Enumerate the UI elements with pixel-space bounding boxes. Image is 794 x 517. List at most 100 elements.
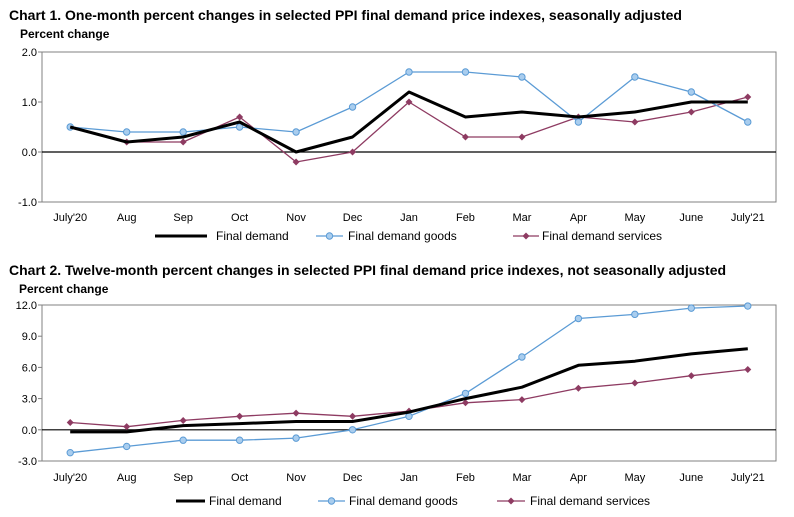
chart1-series-final-demand-line [69, 90, 748, 154]
chart1-xtick-label: July'21 [731, 212, 765, 224]
chart2-xtick-label: May [624, 472, 645, 484]
chart1-xtick-label: Feb [456, 212, 475, 224]
chart2-final-demand-services-point [179, 416, 187, 424]
chart1-xtick-label: June [679, 212, 703, 224]
chart2-final-demand-goods-point [348, 426, 357, 434]
chart2-final-demand-services-point [631, 379, 639, 387]
chart2-ytick-label: 9.0 [22, 331, 37, 343]
chart1-ytick-label: 1.0 [22, 97, 37, 109]
chart2-final-demand-services-point [236, 412, 244, 420]
chart1-final-demand-services-point [179, 138, 187, 146]
chart2-final-demand-services-point [123, 423, 131, 431]
chart1-final-demand-goods-point [235, 123, 244, 131]
chart2-series-final-demand-services-line [70, 368, 748, 428]
chart2-final-demand-goods-point [405, 412, 413, 420]
chart1-legend-final-demand-label: Final demand [216, 229, 289, 243]
chart2-xtick-label: Feb [456, 472, 475, 484]
chart2-xtick-label: July'20 [53, 472, 87, 484]
chart2-ylabel: Percent change [19, 282, 109, 296]
chart1-xtick-label: Oct [231, 212, 248, 224]
chart1-plot-frame [41, 51, 777, 203]
chart2-final-demand-services-point [461, 399, 469, 407]
chart2-final-demand-services-point [349, 412, 357, 420]
chart2-final-demand-services-point [405, 407, 413, 415]
chart1-final-demand-goods-point [348, 103, 357, 111]
chart1-final-demand-goods-point [292, 128, 300, 136]
chart1-final-demand-services-point [236, 113, 244, 121]
chart1-xtick-label: Jan [400, 212, 418, 224]
chart2-final-demand-services-point [574, 384, 582, 392]
chart2-xtick-label: Apr [570, 472, 587, 484]
chart1-xtick-label: Sep [173, 212, 193, 224]
chart1-xtick-label: Dec [343, 212, 363, 224]
chart1-final-demand-services-point [461, 133, 469, 141]
chart2-final-demand-services-point [744, 365, 752, 373]
chart2-final-demand-goods-point [744, 302, 752, 310]
chart2-title: Chart 2. Twelve-month percent changes in… [9, 262, 727, 278]
chart1-final-demand-goods-point [122, 128, 131, 136]
chart2-xtick-label: June [679, 472, 703, 484]
chart2-final-demand-goods-point [518, 353, 526, 361]
chart1-final-demand-goods-point [574, 118, 583, 126]
chart2-legend-final-demand-goods-label: Final demand goods [349, 494, 458, 508]
chart1-ylabel: Percent change [20, 27, 110, 41]
chart2-series-final-demand-line [70, 347, 748, 434]
chart2-ytick-label: -3.0 [18, 456, 37, 468]
chart2-legend-final-demand-services-marker [507, 497, 515, 505]
chart2-final-demand-goods-point [631, 310, 639, 319]
chart2-final-demand-services-point [292, 409, 300, 417]
chart1-final-demand-goods-point [631, 73, 639, 81]
chart2-ytick-label: 12.0 [16, 300, 37, 312]
chart2-legend-final-demand-services-label: Final demand services [530, 494, 650, 508]
chart1-svg: 2.0 1.0 0.0 -1.0 Percent change July'20 Aug Sep… [18, 27, 777, 243]
chart2-final-demand-goods-point [574, 314, 583, 323]
chart1-xtick-label: Mar [512, 212, 531, 224]
chart2-final-demand-goods-point [461, 389, 470, 398]
chart2-ytick-label: 0.0 [22, 425, 37, 437]
chart1-final-demand-goods-point [405, 68, 413, 76]
chart2-ytick-label: 6.0 [22, 362, 37, 374]
chart1-xtick-label: May [624, 212, 645, 224]
chart1-ytick-label: 2.0 [22, 47, 37, 59]
chart2-ytick-label: 3.0 [22, 394, 37, 406]
chart1-xtick-label: Apr [570, 212, 587, 224]
chart2-final-demand-goods-point [687, 304, 696, 312]
chart2-final-demand-goods-point [179, 436, 187, 444]
chart1-legend-final-demand-goods-marker [325, 232, 334, 240]
chart1-xtick-label: Nov [286, 212, 306, 224]
chart1-final-demand-goods-point [179, 128, 187, 136]
chart2-final-demand-goods-point [122, 442, 131, 451]
chart1-final-demand-services-point [349, 148, 357, 156]
chart2-xtick-label: Aug [117, 472, 137, 484]
chart1-final-demand-goods-point [687, 88, 696, 96]
chart1-final-demand-goods-point [744, 118, 752, 126]
chart2-xtick-label: Oct [231, 472, 248, 484]
chart1-xtick-label: July'20 [53, 212, 87, 224]
chart1-title: Chart 1. One-month percent changes in se… [9, 7, 682, 23]
chart2-xtick-label: July'21 [731, 472, 765, 484]
chart2-xtick-label: Mar [512, 472, 531, 484]
chart1-legend-final-demand-goods-label: Final demand goods [348, 229, 457, 243]
chart1-final-demand-services-point [631, 118, 639, 126]
chart1-legend-final-demand-services-label: Final demand services [542, 229, 662, 243]
chart1-ytick-label: -1.0 [18, 197, 37, 209]
chart1-xtick-label: Aug [117, 212, 137, 224]
chart2-xtick-label: Jan [400, 472, 418, 484]
chart2-xtick-label: Dec [343, 472, 363, 484]
chart2-final-demand-goods-point [292, 434, 300, 442]
chart2-final-demand-services-point [66, 419, 74, 427]
chart2-final-demand-services-point [687, 372, 695, 380]
chart2-final-demand-goods-point [235, 436, 244, 444]
chart1-final-demand-services-point [405, 98, 413, 106]
chart2-legend-final-demand-label: Final demand [209, 494, 282, 508]
chart1-final-demand-goods-point [518, 73, 526, 81]
chart2-legend-final-demand-goods-marker [327, 497, 336, 505]
chart1-final-demand-services-point [687, 108, 695, 116]
chart1-final-demand-services-point [744, 93, 752, 101]
chart1-final-demand-services-point [292, 158, 300, 166]
chart1-ytick-label: 0.0 [22, 147, 37, 159]
chart2-final-demand-goods-point [66, 448, 74, 457]
chart2-plot-frame [41, 304, 777, 462]
chart1-legend-final-demand-services-marker [522, 232, 530, 240]
chart2-xtick-label: Nov [286, 472, 306, 484]
